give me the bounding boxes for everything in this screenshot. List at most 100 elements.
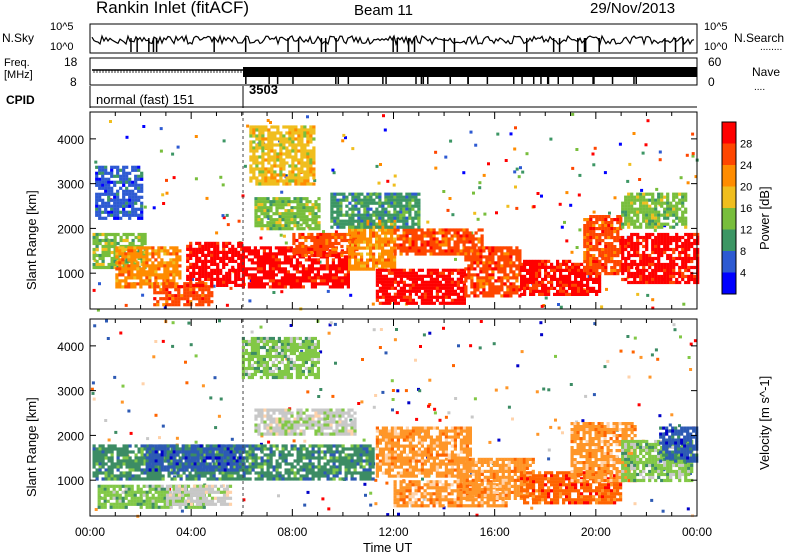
noise-cell <box>279 233 283 237</box>
data-cell <box>300 125 304 129</box>
data-cell <box>607 236 611 240</box>
data-cell <box>189 294 193 298</box>
data-cell <box>479 246 483 250</box>
data-cell <box>288 128 292 132</box>
data-cell <box>479 255 483 259</box>
data-cell <box>292 235 296 240</box>
data-cell <box>378 258 382 262</box>
noise-cell <box>519 166 522 170</box>
data-cell <box>354 204 358 208</box>
data-cell <box>435 246 439 250</box>
data-cell <box>630 262 634 267</box>
data-cell <box>351 198 355 202</box>
data-cell <box>485 276 489 280</box>
data-cell <box>684 232 688 237</box>
data-cell <box>447 277 451 281</box>
data-cell <box>282 143 286 147</box>
data-cell <box>491 246 495 250</box>
data-cell <box>98 253 102 258</box>
data-cell <box>334 279 338 283</box>
data-cell <box>121 285 125 289</box>
data-cell <box>310 285 314 289</box>
data-cell <box>616 254 620 258</box>
data-cell <box>279 140 283 144</box>
data-cell <box>198 250 202 254</box>
data-cell <box>130 261 134 265</box>
data-cell <box>175 267 179 271</box>
data-cell <box>222 247 226 251</box>
data-cell <box>115 252 119 256</box>
data-cell <box>399 195 403 199</box>
noise-cell <box>511 417 514 421</box>
data-cell <box>252 152 256 156</box>
data-cell <box>134 174 138 178</box>
data-cell <box>291 137 295 141</box>
data-cell <box>657 198 661 202</box>
data-cell <box>163 267 167 271</box>
data-cell <box>257 224 261 228</box>
data-cell <box>360 216 364 220</box>
data-cell <box>98 213 102 217</box>
data-cell <box>125 247 129 252</box>
data-cell <box>207 271 211 275</box>
data-cell <box>651 244 655 249</box>
data-cell <box>384 261 388 265</box>
noise-cell <box>300 349 304 353</box>
data-cell <box>589 218 593 222</box>
data-cell <box>311 203 315 207</box>
data-cell <box>414 204 418 208</box>
data-cell <box>216 283 220 287</box>
data-cell <box>186 253 190 257</box>
data-cell <box>92 256 96 261</box>
data-cell <box>360 252 364 256</box>
data-cell <box>309 161 313 165</box>
data-cell <box>140 210 144 214</box>
data-cell <box>399 268 403 272</box>
data-cell <box>562 286 566 290</box>
data-cell <box>292 238 296 243</box>
data-cell <box>535 289 539 293</box>
data-cell <box>253 273 257 277</box>
noise-cell <box>161 424 165 428</box>
data-cell <box>183 294 187 298</box>
data-cell <box>393 258 397 262</box>
data-cell <box>666 268 670 273</box>
data-cell <box>213 271 217 275</box>
data-cell <box>482 291 486 295</box>
data-cell <box>696 232 700 237</box>
data-cell <box>396 271 400 275</box>
data-cell <box>300 155 304 159</box>
data-cell <box>300 170 304 174</box>
noise-cell <box>221 183 225 187</box>
data-cell <box>95 177 99 181</box>
data-cell <box>660 204 664 208</box>
data-cell <box>636 268 640 273</box>
data-cell <box>279 131 283 135</box>
data-cell <box>334 264 338 268</box>
data-cell <box>690 244 694 249</box>
data-cell <box>565 262 569 266</box>
data-cell <box>441 271 445 275</box>
data-cell <box>300 146 304 150</box>
data-cell <box>447 295 451 299</box>
data-cell <box>381 277 385 281</box>
data-cell <box>282 134 286 138</box>
data-cell <box>189 253 193 257</box>
data-cell <box>657 280 661 285</box>
data-cell <box>122 183 126 187</box>
data-cell <box>312 167 316 171</box>
data-cell <box>491 270 495 274</box>
data-cell <box>244 255 248 259</box>
data-cell <box>162 303 166 307</box>
data-cell <box>283 246 287 250</box>
data-cell <box>447 280 451 284</box>
data-cell <box>387 264 391 268</box>
data-cell <box>562 259 566 263</box>
data-cell <box>186 244 190 248</box>
data-cell <box>497 261 501 265</box>
data-cell <box>278 206 282 210</box>
data-cell <box>693 256 697 261</box>
data-cell <box>137 189 141 193</box>
data-cell <box>363 204 367 208</box>
data-cell <box>333 210 337 214</box>
